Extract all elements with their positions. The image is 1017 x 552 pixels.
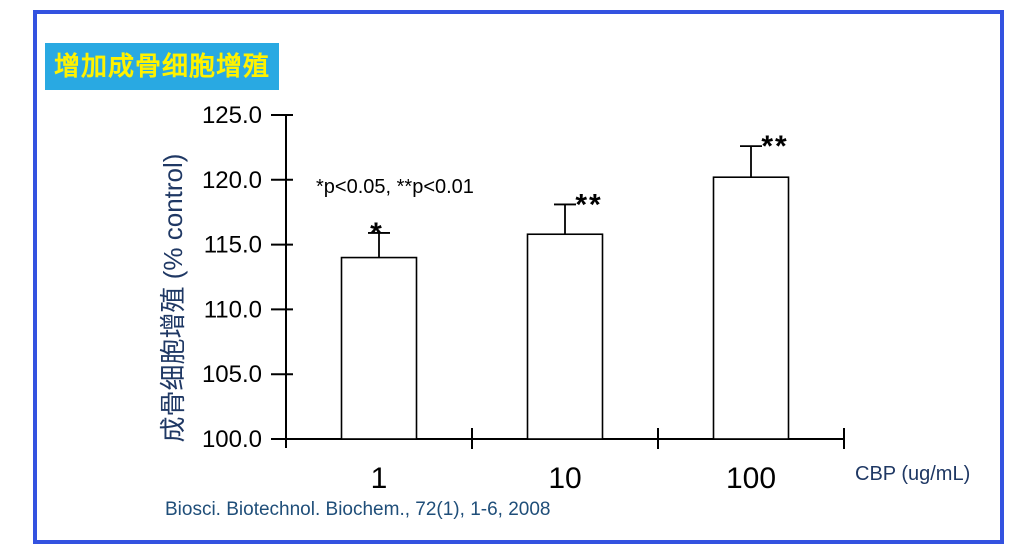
title-badge: 增加成骨细胞增殖 <box>45 43 279 90</box>
significance-mark: ** <box>575 188 602 221</box>
slide-border-frame <box>33 10 1004 544</box>
y-tick-label: 105.0 <box>202 361 262 388</box>
significance-mark: * <box>370 217 384 250</box>
title-badge-text: 增加成骨细胞增殖 <box>53 51 270 81</box>
pvalue-legend: *p<0.05, **p<0.01 <box>316 176 474 198</box>
y-tick-label: 115.0 <box>204 232 262 259</box>
y-axis-title: 成骨细胞增殖 (% control) <box>158 153 188 443</box>
bar <box>340 256 418 440</box>
x-tick-label: 100 <box>726 462 776 495</box>
significance-mark: ** <box>761 130 788 163</box>
x-axis-title: CBP (ug/mL) <box>855 463 971 485</box>
x-tick-label: 10 <box>548 462 581 495</box>
bar <box>526 233 604 440</box>
citation-text: Biosci. Biotechnol. Biochem., 72(1), 1-6… <box>165 499 551 520</box>
y-tick-label: 125.0 <box>202 102 262 129</box>
y-tick-label: 120.0 <box>202 167 262 194</box>
bar <box>712 176 790 440</box>
y-tick-label: 110.0 <box>204 296 262 323</box>
y-tick-label: 100.0 <box>202 426 262 453</box>
x-tick-label: 1 <box>371 462 388 495</box>
